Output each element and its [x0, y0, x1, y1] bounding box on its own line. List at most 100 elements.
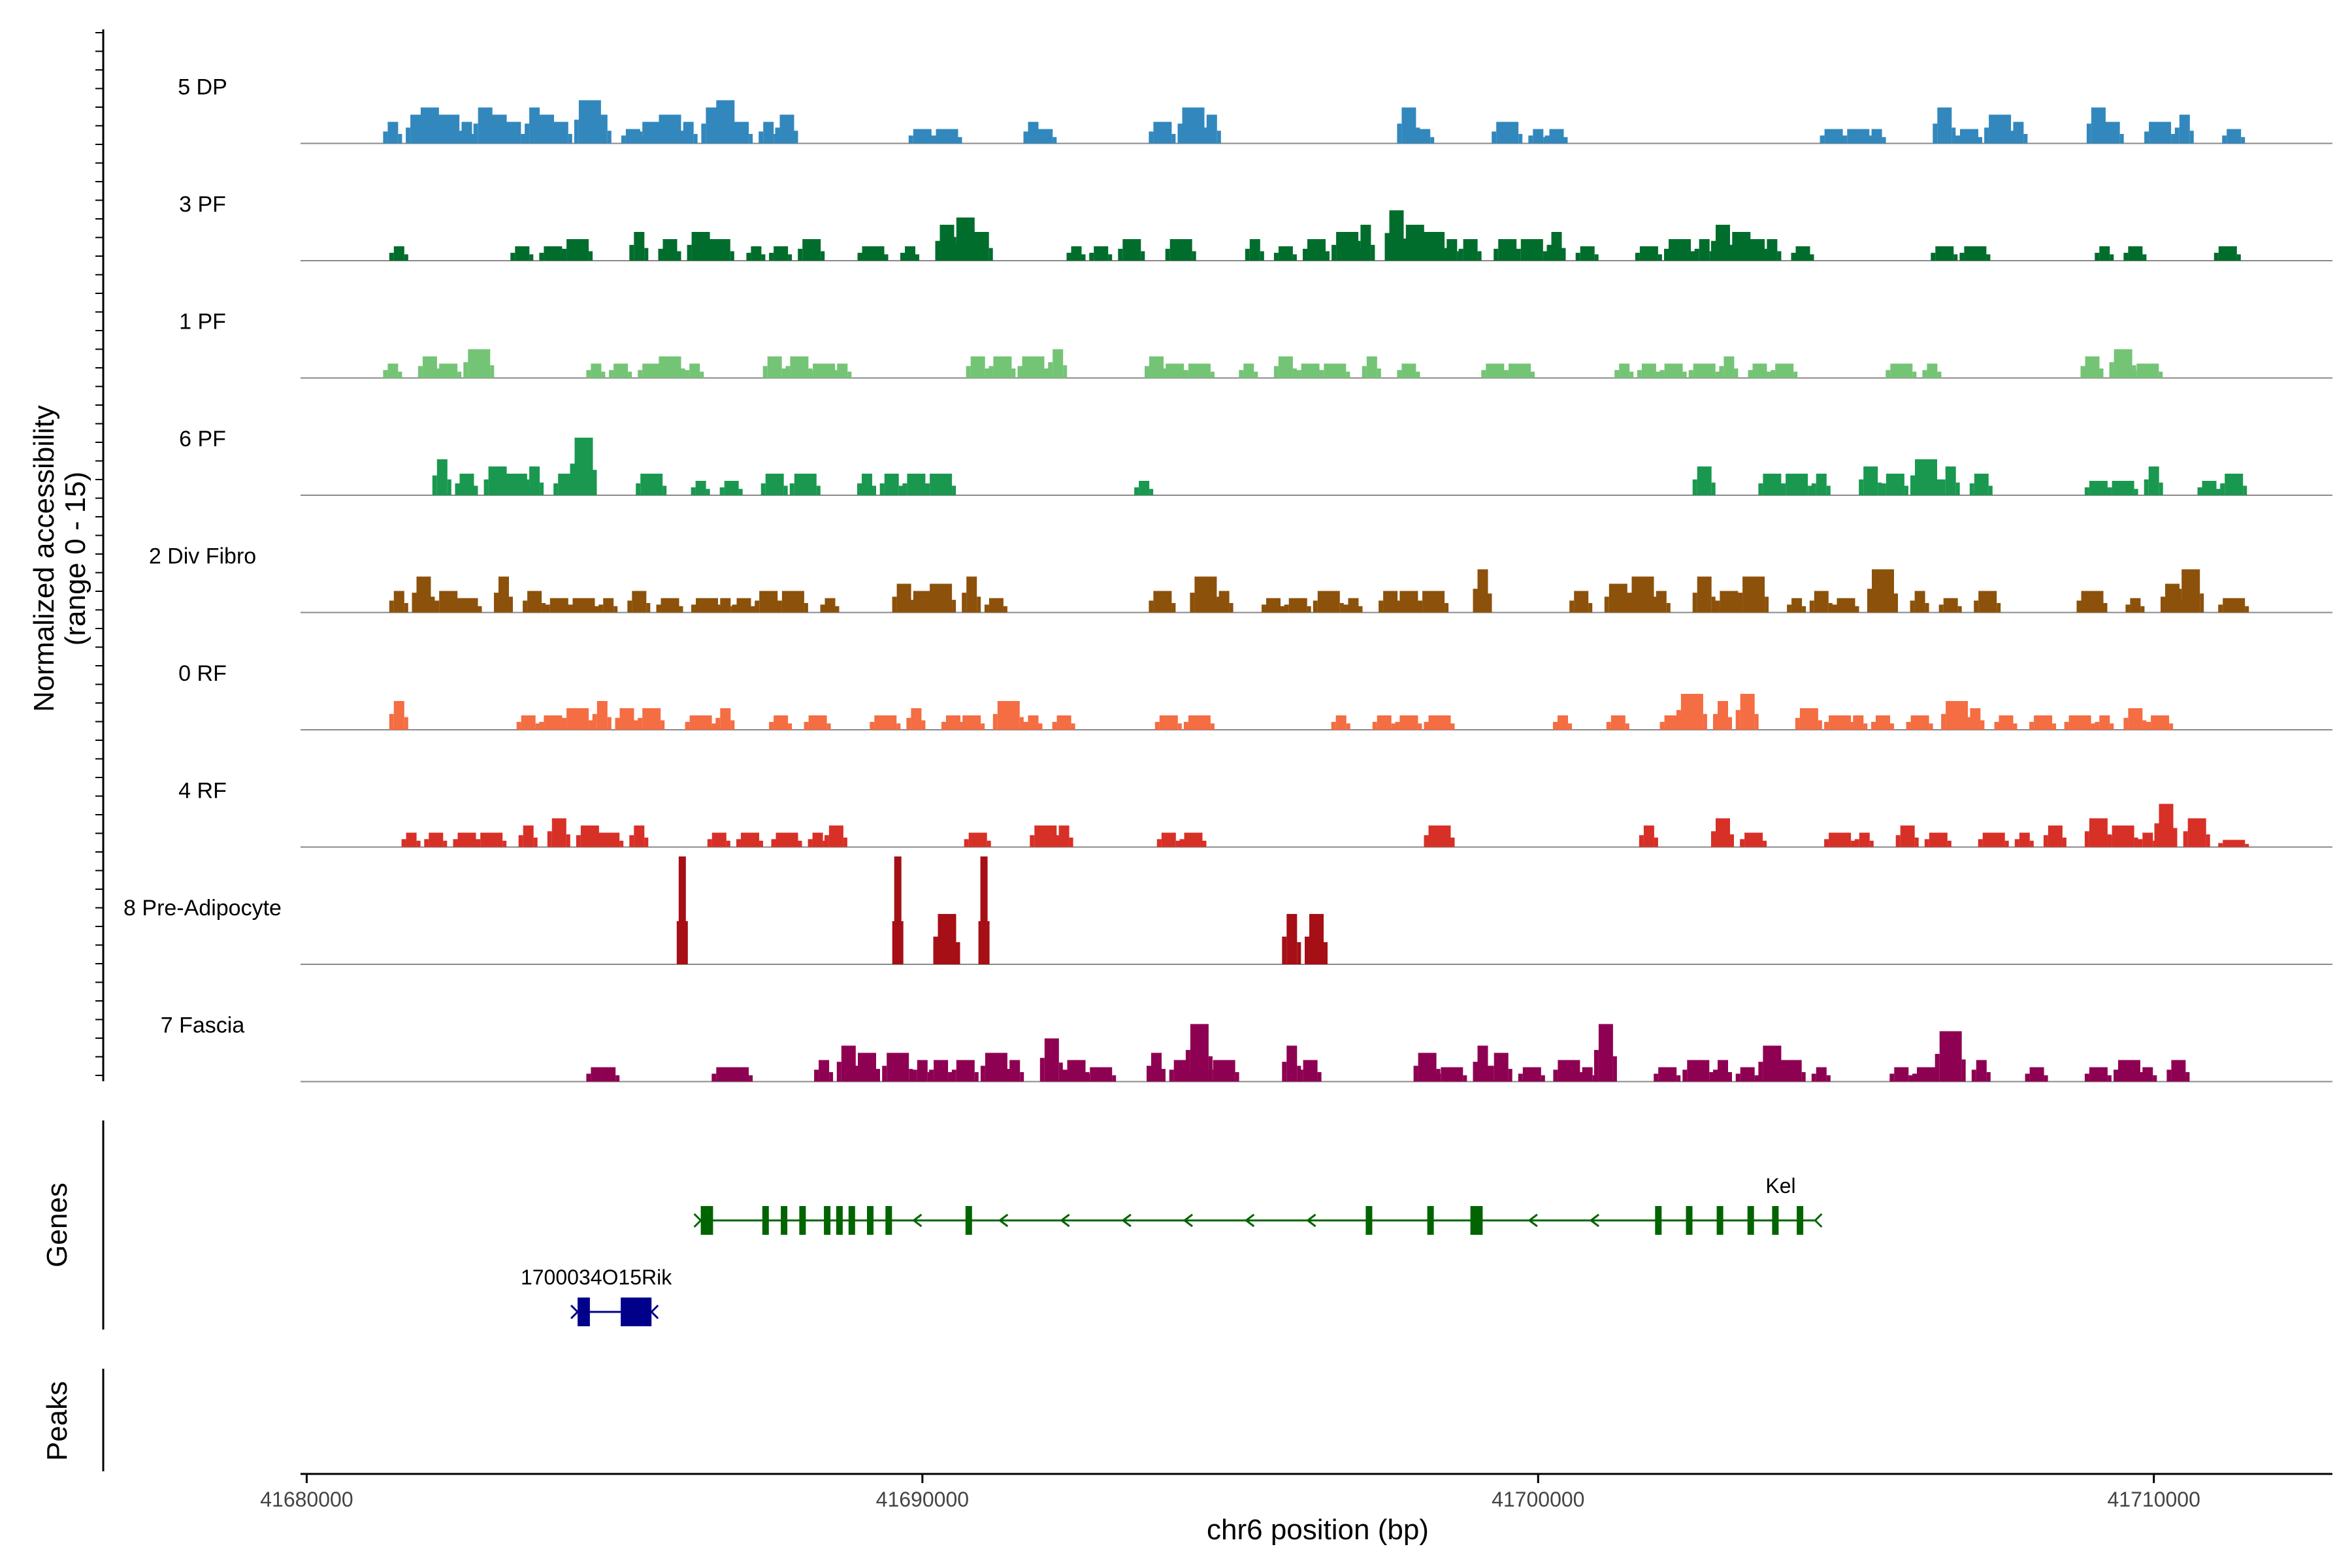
coverage-bar [776, 832, 798, 847]
coverage-bar-shoulder [749, 1075, 753, 1082]
coverage-bar [1028, 715, 1039, 730]
coverage-bar-shoulder [876, 1069, 880, 1082]
coverage-bar-shoulder [1734, 368, 1739, 378]
coverage-bar [1498, 239, 1517, 261]
gene-end-cap [693, 1213, 702, 1228]
coverage-bar-shoulder [490, 365, 495, 378]
coverage-bar [551, 818, 566, 847]
coverage-bar-shoulder [443, 840, 448, 847]
coverage-bar-shoulder [1162, 1069, 1166, 1082]
coverage-bar-shoulder [2154, 823, 2159, 847]
coverage-bar [1699, 239, 1710, 261]
coverage-bar-shoulder [832, 370, 838, 378]
coverage-bar [689, 363, 700, 378]
coverage-bar [1558, 1060, 1580, 1082]
coverage-bar-shoulder [389, 600, 394, 613]
coverage-bar-shoulder [568, 604, 573, 613]
coverage-bar-shoulder [592, 127, 597, 144]
coverage-bar [711, 832, 727, 847]
coverage-bar [613, 363, 629, 378]
coverage-bar-shoulder [1569, 600, 1575, 613]
coverage-bar-shoulder [707, 839, 712, 847]
coverage-bar-shoulder [1808, 485, 1812, 495]
coverage-bar [968, 832, 987, 847]
coverage-bar-shoulder [562, 248, 567, 261]
coverage-bar-shoulder [2146, 721, 2151, 730]
coverage-bar-shoulder [1828, 603, 1833, 613]
coverage-bar-shoulder [703, 248, 708, 261]
coverage-bar-shoulder [760, 483, 766, 495]
gene-exon [1427, 1206, 1434, 1235]
coverage-bar [2227, 129, 2242, 144]
coverage-bar-shoulder [1424, 835, 1429, 847]
coverage-bar-shoulder [404, 717, 408, 730]
gene-name-label: Kel [1765, 1174, 1795, 1198]
track-label: 8 Pre-Adipocyte [123, 896, 282, 921]
coverage-bar [1549, 129, 1564, 144]
coverage-bar-shoulder [383, 370, 388, 378]
coverage-bar-shoulder [2159, 371, 2163, 378]
coverage-bar [2223, 840, 2246, 847]
coverage-bar-shoulder [929, 1070, 934, 1082]
coverage-bar [2034, 715, 2053, 730]
coverage-bar-shoulder [1593, 1050, 1599, 1082]
coverage-bar-shoulder [1395, 600, 1400, 613]
coverage-bar-shoulder [1488, 593, 1492, 613]
coverage-bar-shoulder [2064, 721, 2069, 730]
coverage-bar-shoulder [2086, 123, 2091, 144]
coverage-bar-shoulder [1955, 135, 1960, 144]
coverage-bar-shoulder [1771, 370, 1776, 378]
coverage-bar-shoulder [2125, 604, 2131, 613]
x-axis-ticks: 41680000 41690000 41700000 41710000 [260, 1474, 2200, 1511]
coverage-track: 5 DP [178, 75, 2332, 144]
coverage-bar-shoulder [1688, 370, 1693, 378]
coverage-bar [1335, 715, 1347, 730]
coverage-bar [1740, 694, 1755, 730]
coverage-bar-shoulder [1516, 248, 1521, 261]
coverage-bar-shoulder [644, 838, 649, 847]
coverage-bar [521, 715, 536, 730]
coverage-bar-shoulder [1719, 366, 1724, 378]
coverage-bar [480, 832, 503, 847]
coverage-bar-shoulder [732, 604, 737, 613]
coverage-bar-shoulder [1326, 251, 1330, 261]
coverage-bar [549, 122, 568, 144]
coverage-bar-shoulder [2044, 1075, 2048, 1082]
coverage-bar [1927, 363, 1938, 378]
coverage-bar-shoulder [1795, 717, 1800, 730]
coverage-bar [678, 856, 686, 964]
coverage-bar-shoulder [1245, 248, 1250, 261]
coverage-bar [1693, 363, 1716, 378]
coverage-bar-shoulder [941, 721, 946, 730]
coverage-bar-shoulder [1260, 251, 1264, 261]
coverage-bar-shoulder [1664, 248, 1669, 261]
coverage-bar-shoulder [529, 254, 534, 261]
coverage-bar-shoulder [2144, 479, 2149, 495]
coverage-bar [1580, 246, 1595, 261]
coverage-bar [825, 598, 836, 613]
coverage-bar-shoulder [988, 366, 994, 378]
coverage-bar-shoulder [1112, 1075, 1117, 1082]
coverage-bar-shoulder [589, 251, 593, 261]
coverage-bar [1742, 576, 1765, 613]
coverage-bar-shoulder [956, 942, 960, 964]
coverage-bar [634, 825, 645, 847]
strand-arrow [1183, 1213, 1193, 1228]
coverage-bar [767, 356, 782, 378]
coverage-bar-shoulder [1254, 371, 1258, 378]
coverage-bar [1658, 1067, 1677, 1082]
coverage-bar-shoulder [1666, 603, 1671, 613]
coverage-bar [1641, 363, 1656, 378]
coverage-bar [1307, 239, 1326, 261]
coverage-bar-shoulder [2107, 1075, 2112, 1082]
coverage-bar [1799, 708, 1818, 730]
coverage-bar-shoulder [500, 483, 505, 495]
coverage-bar-shoulder [804, 603, 808, 613]
coverage-bar [1053, 349, 1064, 378]
coverage-bar [1463, 239, 1478, 261]
coverage-bar [1716, 225, 1730, 261]
coverage-bar-shoulder [2132, 370, 2137, 378]
coverage-bar [1441, 1067, 1463, 1082]
coverage-bar-shoulder [1654, 838, 1658, 847]
coverage-bar-shoulder [1339, 603, 1344, 613]
